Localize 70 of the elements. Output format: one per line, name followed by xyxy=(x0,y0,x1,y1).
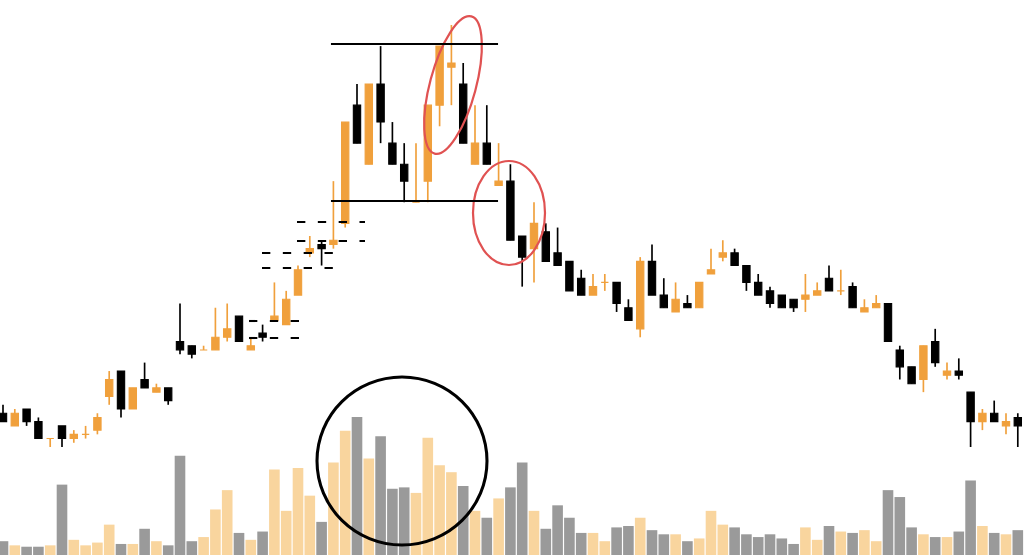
candlestick xyxy=(930,328,940,368)
candlestick xyxy=(576,268,586,296)
bar xyxy=(351,417,363,555)
candlestick xyxy=(765,285,775,309)
candlestick xyxy=(588,273,598,296)
bar xyxy=(316,521,327,555)
bar xyxy=(257,531,268,555)
candlestick xyxy=(93,412,102,436)
candlestick xyxy=(742,264,751,292)
bar xyxy=(528,510,540,555)
candlestick xyxy=(801,273,810,313)
candlestick xyxy=(211,306,220,351)
bar xyxy=(245,539,257,555)
bar xyxy=(847,532,858,555)
candlestick xyxy=(612,281,621,313)
candlestick xyxy=(895,344,905,381)
bar xyxy=(469,510,481,555)
candlestick xyxy=(222,302,232,343)
candlestick xyxy=(175,302,185,355)
candlestick xyxy=(848,281,857,309)
bar xyxy=(493,498,504,555)
bar xyxy=(115,543,127,555)
candlestick xyxy=(305,235,315,258)
candlestick xyxy=(388,121,397,166)
bar xyxy=(233,532,245,555)
bar xyxy=(44,545,56,555)
bar xyxy=(670,534,681,555)
bar xyxy=(634,517,646,555)
bar xyxy=(1000,534,1012,555)
candlestick xyxy=(624,298,633,322)
bar xyxy=(823,526,835,555)
candlestick xyxy=(34,416,43,440)
candlestick xyxy=(57,425,67,447)
candlestick xyxy=(1001,412,1011,436)
candlestick xyxy=(753,273,763,296)
bar xyxy=(481,517,493,555)
candlestick xyxy=(104,370,114,406)
candlestick xyxy=(1013,412,1023,447)
bar xyxy=(151,541,162,555)
candlestick xyxy=(447,25,456,107)
candlestick xyxy=(659,277,669,309)
candlestick xyxy=(954,357,964,381)
candlestick xyxy=(706,247,716,275)
candlestick xyxy=(482,104,492,166)
candlestick xyxy=(140,361,149,389)
candlestick xyxy=(553,226,562,267)
bar xyxy=(929,537,941,555)
bar xyxy=(363,458,375,555)
bar xyxy=(139,528,150,555)
bar xyxy=(1012,530,1024,555)
candlestick xyxy=(494,142,503,187)
candlestick xyxy=(824,264,834,292)
bar xyxy=(835,531,847,555)
bar xyxy=(988,532,1000,555)
candlestick xyxy=(329,180,338,250)
bar xyxy=(682,541,693,555)
bar xyxy=(127,543,139,555)
bar xyxy=(9,545,21,555)
candlestick xyxy=(978,408,987,431)
bar xyxy=(941,537,953,555)
bar xyxy=(977,526,988,555)
candlestick xyxy=(128,387,138,410)
bar xyxy=(56,484,68,555)
candlestick xyxy=(989,399,999,423)
candlestick xyxy=(517,235,527,288)
bar xyxy=(457,486,469,555)
candlestick xyxy=(671,281,680,313)
candlestick xyxy=(470,104,480,166)
bar xyxy=(918,534,929,555)
candlestick xyxy=(718,239,728,263)
